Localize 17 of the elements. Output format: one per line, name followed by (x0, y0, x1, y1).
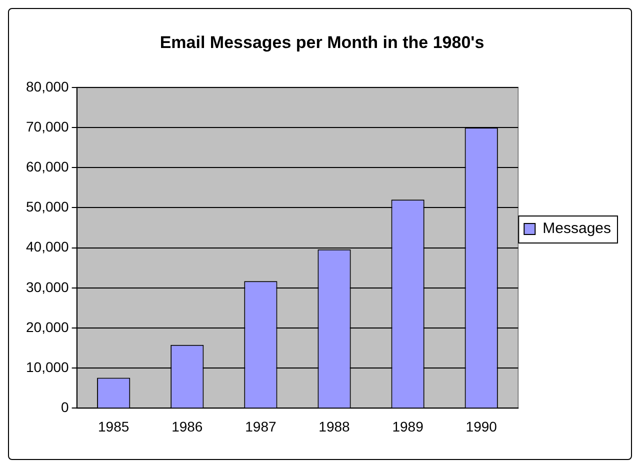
y-tick-label: 70,000 (26, 118, 70, 134)
x-tick-label: 1990 (466, 418, 498, 434)
x-tick-label: 1987 (245, 418, 276, 434)
x-tick-label: 1986 (172, 418, 203, 434)
y-tick-label: 30,000 (26, 278, 70, 295)
legend-label: Messages (542, 220, 612, 238)
x-tick-label: 1985 (98, 418, 130, 434)
y-tick-label: 80,000 (26, 78, 70, 94)
chart-title: Email Messages per Month in the 1980's (160, 32, 484, 52)
y-tick-label: 0 (61, 399, 70, 416)
y-tick-label: 50,000 (26, 198, 70, 215)
x-tick-label: 1989 (392, 418, 424, 434)
y-tick-label: 40,000 (26, 238, 70, 255)
x-tick-label: 1988 (318, 418, 350, 434)
y-tick-label: 10,000 (26, 358, 70, 375)
y-tick-label: 60,000 (26, 158, 70, 174)
y-tick-label: 20,000 (26, 318, 70, 335)
